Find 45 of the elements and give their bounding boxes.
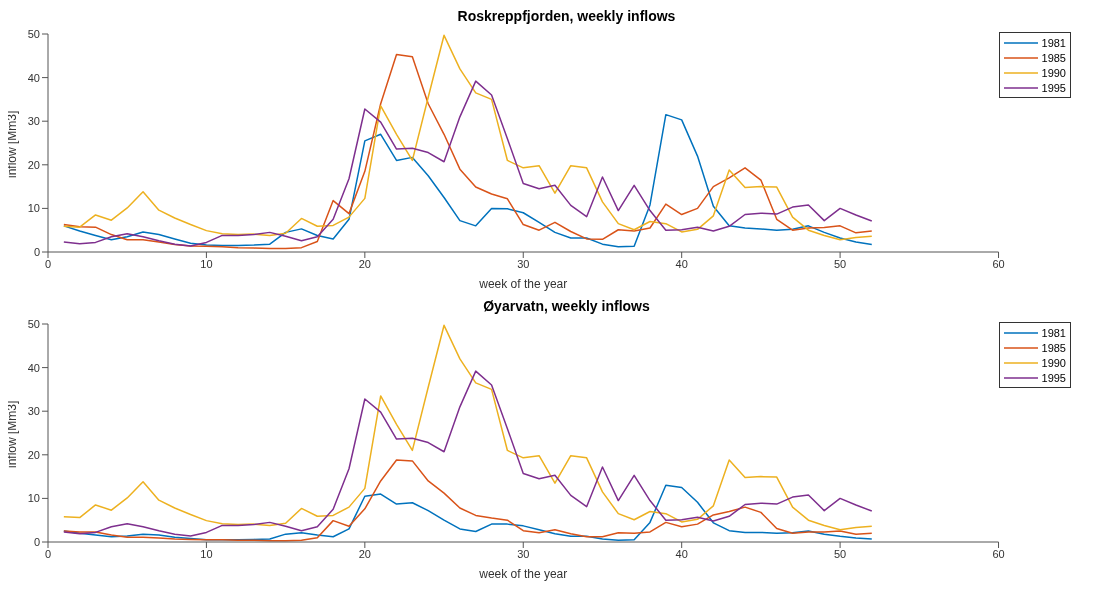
legend-label: 1981 (1041, 36, 1066, 49)
legend-label: 1985 (1041, 341, 1066, 354)
chart-title: Øyarvatn, weekly inflows (482, 298, 651, 314)
line-series (63, 113, 873, 248)
line-series (63, 370, 873, 537)
y-axis-title: inflow [Mm3] (5, 110, 20, 178)
x-tick-label: 30 (517, 257, 530, 270)
y-tick-label: 50 (27, 317, 40, 330)
x-tick-label: 10 (200, 547, 213, 560)
y-tick-label: 40 (27, 71, 40, 84)
y-tick-label: 0 (33, 535, 40, 548)
x-tick-label: 30 (517, 547, 530, 560)
x-tick-label: 60 (992, 547, 1005, 560)
x-axis-title: week of the year (478, 567, 568, 581)
x-tick-label: 40 (675, 257, 688, 270)
chart-title: Roskreppfjorden, weekly inflows (456, 8, 677, 24)
x-tick-label: 0 (44, 257, 52, 270)
line-series (63, 459, 873, 542)
x-tick-label: 10 (200, 257, 213, 270)
x-tick-label: 20 (358, 547, 371, 560)
x-axis-title: week of the year (478, 277, 568, 291)
legend-label: 1985 (1041, 51, 1066, 64)
legend-label: 1990 (1041, 66, 1066, 79)
x-tick-label: 50 (833, 547, 847, 560)
y-tick-label: 0 (33, 245, 40, 258)
x-tick-label: 20 (358, 257, 371, 270)
y-tick-label: 10 (27, 492, 40, 505)
y-tick-label: 20 (27, 158, 40, 171)
x-tick-label: 60 (992, 257, 1005, 270)
x-tick-label: 0 (44, 547, 52, 560)
x-tick-label: 50 (833, 257, 847, 270)
y-axis-title: inflow [Mm3] (5, 400, 20, 468)
legend-label: 1995 (1041, 81, 1066, 94)
y-tick-label: 40 (27, 361, 40, 374)
y-tick-label: 50 (27, 27, 40, 40)
legend-label: 1981 (1041, 326, 1066, 339)
y-tick-label: 10 (27, 202, 40, 215)
legend-label: 1990 (1041, 356, 1066, 369)
x-tick-label: 40 (675, 547, 688, 560)
legend-label: 1995 (1041, 371, 1066, 384)
line-series (63, 80, 873, 247)
y-tick-label: 20 (27, 448, 40, 461)
line-series (63, 324, 873, 531)
y-tick-label: 30 (27, 115, 40, 128)
y-tick-label: 30 (27, 405, 40, 418)
